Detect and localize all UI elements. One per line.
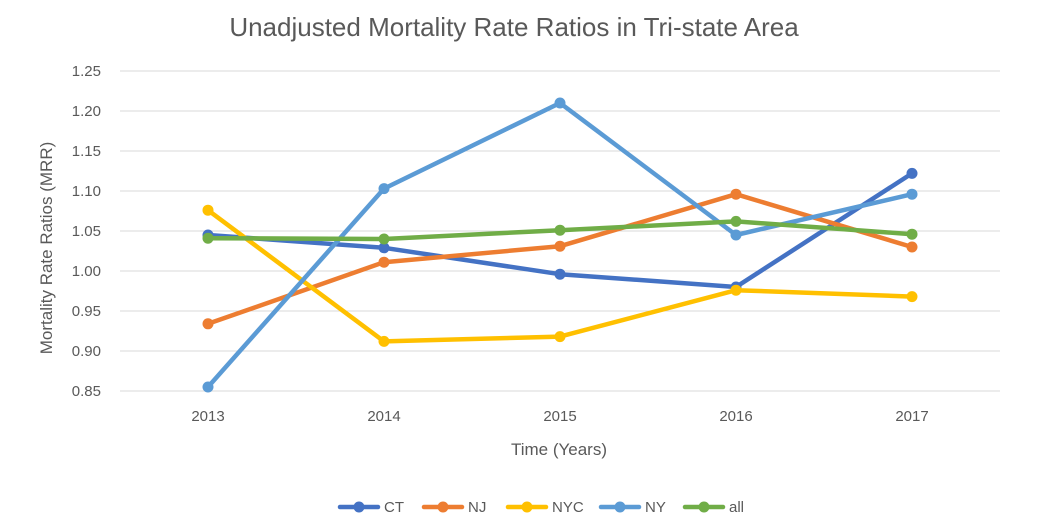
legend-marker [353,501,365,513]
legend-item-NYC: NYC [505,499,584,516]
legend-label: CT [384,499,404,516]
x-tick-label: 2017 [895,408,928,425]
data-point [378,233,390,245]
y-tick-label: 0.90 [72,343,101,360]
y-tick-label: 0.85 [72,383,101,400]
series-NJ [202,188,918,330]
y-tick-label: 1.05 [72,223,101,240]
data-point [378,256,390,268]
legend-marker [521,501,533,513]
data-point [730,188,742,200]
series-all [202,215,918,245]
data-point [730,284,742,296]
series-NYC [202,204,918,347]
data-point [378,183,390,195]
data-point [554,97,566,109]
y-tick-label: 1.25 [72,63,101,80]
y-tick-label: 1.20 [72,103,101,120]
series-lines [202,97,918,393]
legend-marker [437,501,449,513]
data-point [906,241,918,253]
y-tick-label: 1.00 [72,263,101,280]
chart-title: Unadjusted Mortality Rate Ratios in Tri-… [229,12,799,42]
data-point [554,331,566,343]
data-point [202,318,214,330]
y-tick-label: 0.95 [72,303,101,320]
data-point [554,224,566,236]
legend-item-all: all [682,499,744,516]
data-point [554,240,566,252]
series-line [205,191,915,327]
data-point [202,204,214,216]
legend-marker [614,501,626,513]
legend-item-NY: NY [598,499,666,516]
x-tick-labels: 2013 2014 2015 2016 2017 [191,408,928,425]
x-tick-label: 2015 [543,408,576,425]
x-tick-label: 2013 [191,408,224,425]
x-tick-label: 2014 [367,408,400,425]
data-point [378,242,390,254]
data-point [730,215,742,227]
data-point [906,188,918,200]
data-point [906,167,918,179]
y-tick-label: 1.10 [72,183,101,200]
legend-marker [698,501,710,513]
data-point [906,228,918,240]
y-tick-label: 1.15 [72,143,101,160]
y-tick-labels: 0.85 0.90 0.95 1.00 1.05 1.10 1.15 1.20 1.25 [72,63,101,400]
legend-item-NJ: NJ [421,499,486,516]
data-point [202,381,214,393]
x-tick-label: 2016 [719,408,752,425]
legend-label: NJ [468,499,486,516]
data-point [906,291,918,303]
legend-label: NY [645,499,666,516]
y-axis-title: Mortality Rate Ratios (MRR) [37,142,56,355]
legend-label: all [729,499,744,516]
legend-item-CT: CT [337,499,404,516]
data-point [378,335,390,347]
series-NY [202,97,918,393]
data-point [202,232,214,244]
x-axis-title: Time (Years) [511,440,607,459]
data-point [554,268,566,280]
legend: CT NJ NYC NY all [337,499,744,516]
data-point [730,229,742,241]
legend-label: NYC [552,499,584,516]
